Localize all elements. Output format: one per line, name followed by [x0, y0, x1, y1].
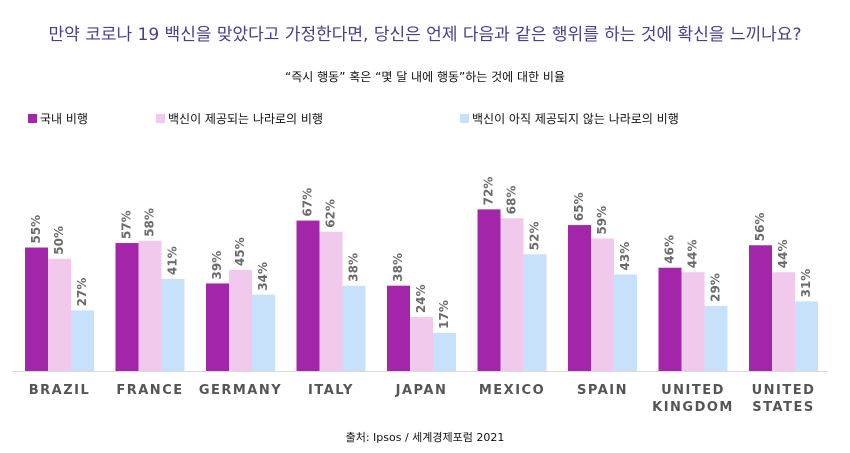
data-label: 59%: [595, 206, 609, 235]
bar-vaccinated-country: [591, 238, 614, 371]
data-label: 45%: [233, 237, 247, 266]
legend-swatch-unvaccinated-country: [460, 114, 469, 123]
bar-domestic: [115, 243, 139, 371]
bar-vaccinated-country: [138, 240, 162, 371]
data-label: 72%: [482, 177, 496, 206]
bar-domestic: [206, 283, 229, 371]
category-label: UNITED: [752, 383, 816, 398]
data-label: 68%: [505, 186, 519, 215]
legend-swatch-vaccinated-country: [156, 114, 165, 123]
bar-domestic: [749, 245, 772, 371]
bar-domestic: [25, 247, 48, 371]
bar-vaccinated-country: [772, 272, 795, 371]
category-label: BRAZIL: [29, 383, 91, 398]
data-label: 44%: [776, 239, 790, 268]
legend-label-unvaccinated-country: 백신이 아직 제공되지 않는 나라로의 비행: [472, 112, 679, 126]
data-label: 67%: [301, 188, 315, 217]
data-label: 38%: [347, 253, 361, 282]
data-label: 38%: [391, 253, 405, 282]
category-label: UNITED: [661, 383, 725, 398]
data-label: 29%: [709, 273, 723, 302]
category-label: FRANCE: [116, 383, 183, 398]
data-label: 46%: [663, 235, 677, 264]
legend-item-domestic: 국내 비행: [28, 110, 88, 127]
data-label: 31%: [799, 269, 813, 298]
bar-vaccinated-country: [48, 258, 71, 371]
bar-unvaccinated-country: [71, 310, 94, 371]
category-label: GERMANY: [199, 383, 282, 398]
data-label: 50%: [52, 226, 66, 255]
bar-vaccinated-country: [229, 269, 252, 371]
data-label: 39%: [210, 251, 224, 280]
data-label: 62%: [324, 199, 338, 228]
bar-vaccinated-country: [681, 272, 705, 371]
category-label: JAPAN: [395, 383, 448, 398]
bar-unvaccinated-country: [704, 305, 728, 371]
category-label: STATES: [752, 400, 814, 415]
category-label: MEXICO: [479, 383, 545, 398]
data-label: 65%: [572, 192, 586, 221]
category-label: ITALY: [308, 383, 354, 398]
data-label: 44%: [686, 239, 700, 268]
data-label: 52%: [528, 222, 542, 251]
category-label: KINGDOM: [652, 400, 734, 415]
data-label: 55%: [29, 215, 43, 244]
bar-domestic: [296, 220, 320, 371]
bar-vaccinated-country: [500, 218, 524, 371]
data-label: 34%: [256, 262, 270, 291]
bar-vaccinated-country: [319, 231, 343, 371]
bar-domestic: [658, 267, 682, 371]
data-label: 43%: [618, 242, 632, 271]
bar-vaccinated-country: [410, 317, 433, 371]
bar-unvaccinated-country: [614, 274, 637, 371]
bar-unvaccinated-country: [795, 301, 818, 371]
data-label: 17%: [437, 300, 451, 329]
legend-item-unvaccinated-country: 백신이 아직 제공되지 않는 나라로의 비행: [460, 110, 679, 127]
data-label: 41%: [166, 246, 180, 275]
legend-label-domestic: 국내 비행: [40, 112, 88, 126]
data-label: 57%: [120, 210, 134, 239]
bar-unvaccinated-country: [433, 332, 456, 371]
category-label: SPAIN: [577, 383, 628, 398]
bar-domestic: [387, 285, 410, 371]
chart-subtitle: “즉시 행동” 혹은 “몇 달 내에 행동”하는 것에 대한 비율: [285, 70, 565, 84]
chart-title: 만약 코로나 19 백신을 맞았다고 가정한다면, 당신은 언제 다음과 같은 …: [48, 25, 802, 45]
data-label: 56%: [753, 213, 767, 242]
legend-swatch-domestic: [28, 114, 37, 123]
data-label: 24%: [414, 284, 428, 313]
bar-unvaccinated-country: [161, 278, 185, 371]
bar-unvaccinated-country: [252, 294, 275, 371]
source-note: 출처: Ipsos / 세계경제포럼 2021: [345, 431, 505, 444]
data-label: 27%: [75, 278, 89, 307]
bar-unvaccinated-country: [523, 254, 547, 371]
bar-domestic: [477, 209, 501, 371]
bar-unvaccinated-country: [342, 285, 366, 371]
data-label: 58%: [143, 208, 157, 237]
bar-domestic: [568, 225, 591, 371]
legend-label-vaccinated-country: 백신이 제공되는 나라로의 비행: [168, 112, 323, 126]
legend-item-vaccinated-country: 백신이 제공되는 나라로의 비행: [156, 110, 323, 127]
